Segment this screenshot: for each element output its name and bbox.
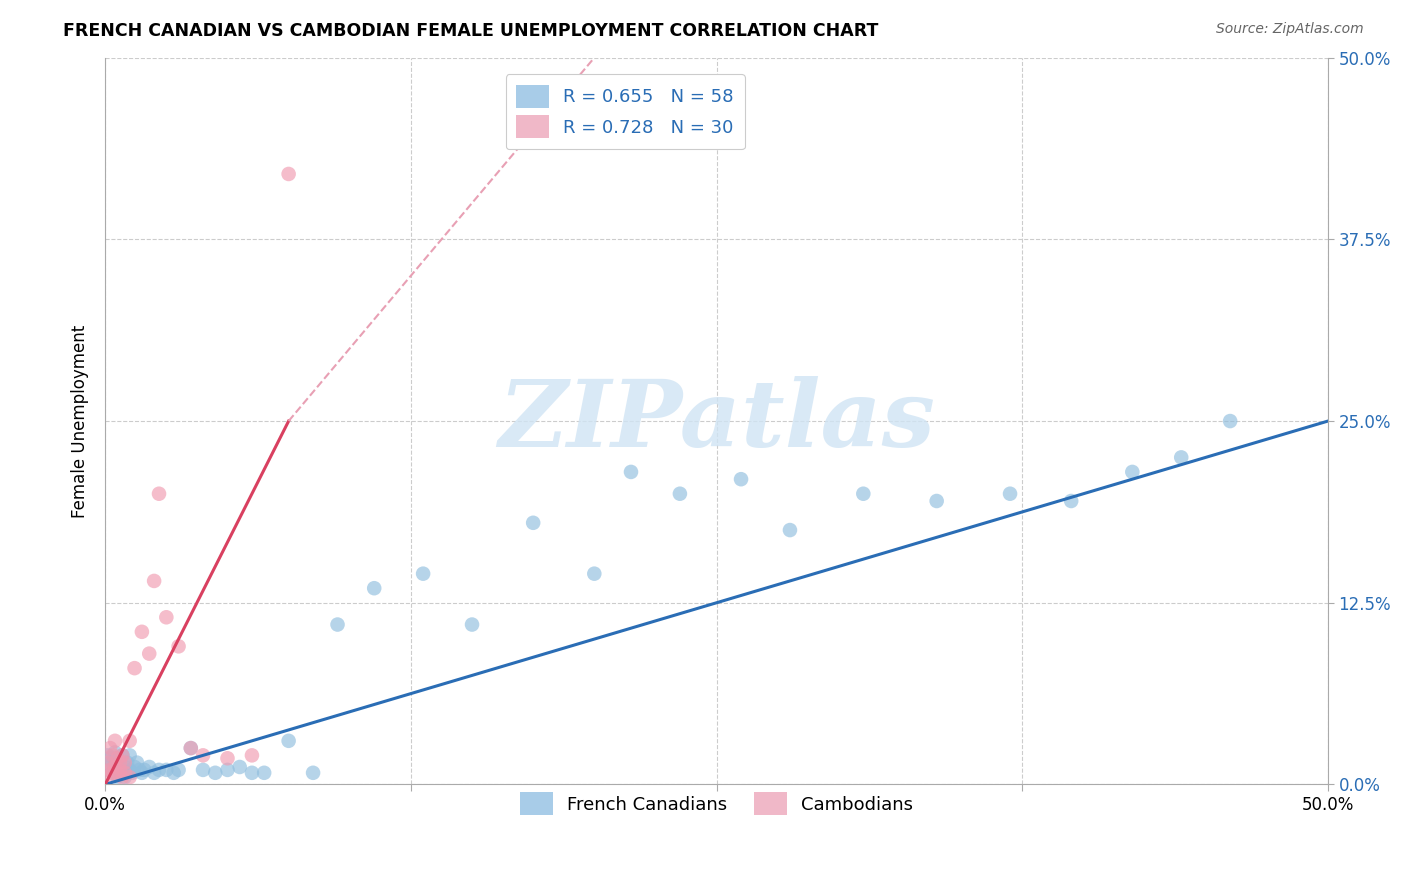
Point [522, 516, 544, 530]
Point [97, 756, 120, 770]
Point [240, 748, 263, 763]
Text: FRENCH CANADIAN VS CAMBODIAN FEMALE UNEMPLOYMENT CORRELATION CHART: FRENCH CANADIAN VS CAMBODIAN FEMALE UNEM… [63, 22, 879, 40]
Point [191, 748, 214, 763]
Point [669, 487, 692, 501]
Point [118, 748, 141, 763]
Point [143, 574, 166, 588]
Point [125, 756, 148, 770]
Point [326, 617, 349, 632]
Point [583, 566, 606, 581]
Point [101, 765, 124, 780]
Point [998, 487, 1021, 501]
Point [98, 751, 121, 765]
Point [108, 763, 131, 777]
Point [98, 763, 121, 777]
Point [217, 751, 239, 765]
Point [167, 640, 190, 654]
Point [134, 763, 156, 777]
Point [155, 763, 177, 777]
Point [131, 624, 153, 639]
Point [163, 765, 186, 780]
Text: ZIPatlas: ZIPatlas [498, 376, 935, 466]
Point [167, 763, 190, 777]
Point [412, 566, 434, 581]
Point [111, 748, 134, 763]
Point [104, 734, 127, 748]
Point [148, 763, 170, 777]
Point [925, 494, 948, 508]
Point [180, 741, 202, 756]
Point [240, 765, 263, 780]
Point [228, 760, 250, 774]
Point [115, 756, 138, 770]
Point [128, 763, 150, 777]
Point [1219, 414, 1241, 428]
Point [124, 760, 146, 774]
Point [1170, 450, 1192, 465]
Point [104, 760, 127, 774]
Point [114, 765, 136, 780]
Point [1060, 494, 1083, 508]
Point [191, 763, 214, 777]
Legend: French Canadians, Cambodians: French Canadians, Cambodians [509, 781, 924, 826]
Point [107, 751, 129, 765]
Point [108, 765, 131, 780]
Point [108, 756, 131, 770]
Point [730, 472, 752, 486]
Point [180, 741, 202, 756]
Y-axis label: Female Unemployment: Female Unemployment [72, 325, 89, 517]
Point [217, 763, 239, 777]
Point [143, 765, 166, 780]
Point [253, 765, 276, 780]
Point [114, 760, 136, 774]
Point [97, 770, 120, 784]
Point [852, 487, 875, 501]
Point [131, 765, 153, 780]
Point [124, 661, 146, 675]
Point [277, 734, 299, 748]
Point [98, 741, 121, 756]
Point [121, 765, 143, 780]
Point [114, 770, 136, 784]
Point [363, 581, 385, 595]
Point [155, 610, 177, 624]
Point [101, 765, 124, 780]
Point [620, 465, 643, 479]
Point [108, 756, 131, 770]
Point [98, 763, 121, 777]
Text: Source: ZipAtlas.com: Source: ZipAtlas.com [1216, 22, 1364, 37]
Point [107, 765, 129, 780]
Point [779, 523, 801, 537]
Point [1121, 465, 1143, 479]
Point [115, 765, 138, 780]
Point [204, 765, 226, 780]
Point [104, 763, 127, 777]
Point [107, 751, 129, 765]
Point [118, 770, 141, 784]
Point [101, 748, 124, 763]
Point [104, 746, 127, 760]
Point [111, 748, 134, 763]
Point [111, 770, 134, 784]
Point [114, 756, 136, 770]
Point [277, 167, 299, 181]
Point [148, 487, 170, 501]
Point [118, 763, 141, 777]
Point [302, 765, 325, 780]
Point [101, 756, 124, 770]
Point [461, 617, 484, 632]
Point [107, 770, 129, 784]
Point [138, 760, 160, 774]
Point [138, 647, 160, 661]
Point [97, 748, 120, 763]
Point [107, 760, 129, 774]
Point [118, 734, 141, 748]
Point [111, 763, 134, 777]
